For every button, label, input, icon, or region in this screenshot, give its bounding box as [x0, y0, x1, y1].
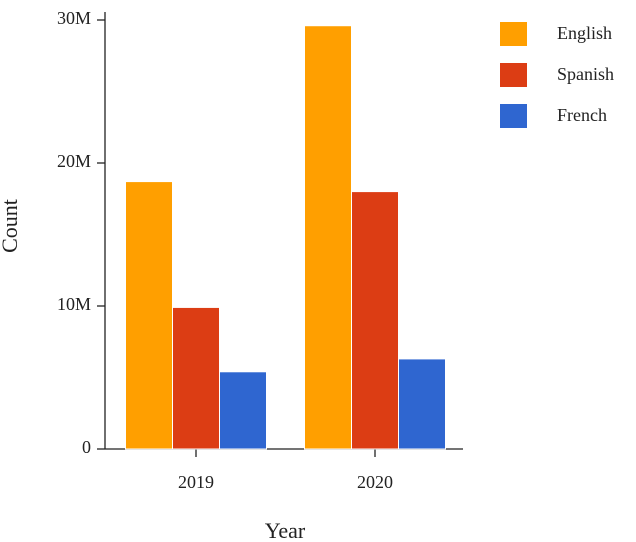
legend-label: Spanish: [557, 64, 614, 84]
x-tick-label: 2019: [178, 472, 214, 492]
legend-swatch: [500, 104, 527, 128]
bar: [304, 25, 352, 450]
bar: [172, 306, 220, 450]
y-axis-label: Count: [0, 199, 22, 253]
x-axis-label: Year: [265, 518, 306, 542]
legend-label: English: [557, 23, 612, 43]
y-tick-label: 20M: [57, 151, 91, 171]
bar: [351, 191, 399, 450]
y-tick-label: 0: [82, 437, 91, 457]
bar: [125, 181, 173, 450]
legend-label: French: [557, 105, 607, 125]
legend-swatch: [500, 22, 527, 46]
legend-swatch: [500, 63, 527, 87]
bar: [219, 371, 267, 450]
y-tick-label: 30M: [57, 8, 91, 28]
y-tick-label: 10M: [57, 294, 91, 314]
bar: [398, 358, 446, 450]
x-tick-label: 2020: [357, 472, 393, 492]
